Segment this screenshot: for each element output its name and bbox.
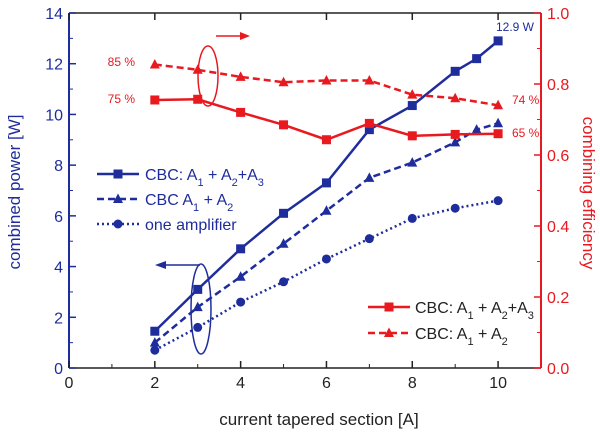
x-tick-label: 2	[150, 375, 159, 392]
y-tick-label-right: 1.0	[547, 6, 569, 23]
x-tick-label: 0	[65, 375, 74, 392]
legend-label-eff12: CBC: A1 + A2	[415, 326, 508, 348]
data-point-eff12	[321, 74, 332, 85]
x-tick-label: 6	[322, 375, 331, 392]
power-axis-indicator	[155, 261, 212, 355]
series-line-a123	[153, 39, 499, 333]
data-point-eff123	[450, 129, 460, 139]
data-point-a12	[471, 124, 482, 134]
data-point-a12	[192, 301, 203, 312]
data-point-a123	[236, 244, 246, 254]
data-point-one	[236, 297, 246, 307]
legend-label-a123: CBC: A1 + A2+A3	[145, 167, 264, 189]
data-point-one	[193, 322, 203, 332]
data-point-a12	[407, 157, 418, 167]
y-tick-label-right: 0.6	[547, 148, 569, 165]
y-tick-label-left: 8	[54, 158, 63, 175]
x-tick-label: 8	[408, 375, 417, 392]
data-point-a123	[150, 326, 160, 336]
x-axis-title: current tapered section [A]	[219, 410, 418, 429]
data-point-eff12	[407, 89, 418, 99]
data-point-a123	[279, 208, 289, 218]
efficiency-axis-indicator	[197, 32, 250, 107]
data-point-one	[450, 203, 460, 213]
data-point-a12	[493, 117, 504, 128]
x-tick-label: 4	[236, 375, 245, 392]
y-tick-label-left: 0	[54, 361, 63, 378]
data-point-eff123	[364, 118, 374, 128]
data-point-eff123	[321, 135, 331, 145]
data-point-a123	[407, 101, 417, 111]
x-tick-label: 10	[489, 375, 507, 392]
data-point-one	[150, 345, 160, 355]
y-axis-title-left: combined power [W]	[5, 115, 24, 270]
legend-label-eff123: CBC: A1 + A2+A3	[415, 300, 534, 322]
data-point-a123	[364, 125, 374, 135]
data-point-eff12	[493, 99, 504, 110]
y-tick-label-left: 12	[45, 57, 63, 74]
data-point-eff123	[150, 95, 160, 105]
annotation-eff123-end: 65 %	[512, 126, 540, 140]
y-tick-label-left: 4	[54, 260, 63, 277]
indicator-arrowhead-power	[155, 261, 166, 269]
legend-marker-eff12	[384, 327, 394, 337]
indicator-ellipse-efficiency	[197, 45, 219, 107]
data-point-a12	[278, 238, 289, 248]
data-point-one	[364, 234, 374, 244]
y-tick-label-right: 0.4	[547, 219, 569, 236]
y-tick-label-left: 10	[45, 107, 63, 124]
data-point-a123	[472, 54, 482, 64]
annotation-max-power: 12.9 W	[496, 20, 535, 34]
annotation-eff12-start: 85 %	[108, 55, 136, 69]
annotation-eff12-end: 74 %	[512, 93, 540, 107]
data-point-a123	[321, 178, 331, 188]
data-point-one	[279, 277, 289, 287]
legend-label-a12: CBC A1 + A2	[145, 192, 233, 214]
series-line-eff12	[154, 63, 499, 107]
y-tick-label-right: 0.0	[547, 361, 569, 378]
data-point-a12	[149, 337, 160, 347]
data-point-eff123	[193, 94, 203, 104]
indicator-ellipse-power	[190, 263, 212, 355]
data-point-a123	[493, 36, 503, 46]
data-point-eff123	[407, 131, 417, 141]
series-line-a12	[154, 122, 499, 344]
legend-marker-eff123	[384, 302, 394, 312]
legend-marker-one	[113, 219, 123, 229]
data-point-eff12	[450, 92, 461, 103]
data-point-one	[493, 196, 503, 206]
data-point-one	[407, 213, 417, 223]
data-point-eff123	[493, 129, 503, 139]
y-axis-title-right: combining efficiency	[579, 117, 598, 270]
data-point-a123	[450, 66, 460, 76]
legend-marker-a123	[113, 169, 123, 179]
data-point-a12	[235, 271, 246, 281]
legend-label-one: one amplifier	[145, 217, 237, 234]
series-line-one	[154, 199, 499, 352]
annotation-eff123-start: 75 %	[108, 92, 136, 106]
data-point-eff12	[364, 74, 375, 85]
indicator-arrowhead-efficiency	[240, 32, 250, 40]
y-tick-label-right: 0.2	[547, 290, 569, 307]
legend-marker-a12	[113, 193, 123, 203]
data-point-a12	[321, 205, 332, 215]
y-tick-label-left: 2	[54, 310, 63, 327]
data-point-eff12	[235, 71, 246, 81]
data-point-a12	[450, 136, 461, 147]
data-point-eff123	[236, 107, 246, 117]
data-point-eff12	[149, 58, 160, 69]
y-tick-label-left: 14	[45, 6, 63, 23]
data-point-a123	[193, 284, 203, 294]
data-point-eff12	[278, 76, 289, 87]
y-tick-label-right: 0.8	[547, 77, 569, 94]
data-point-eff123	[279, 120, 289, 130]
y-tick-label-left: 6	[54, 209, 63, 226]
data-point-one	[321, 254, 331, 264]
data-point-a12	[364, 172, 375, 182]
